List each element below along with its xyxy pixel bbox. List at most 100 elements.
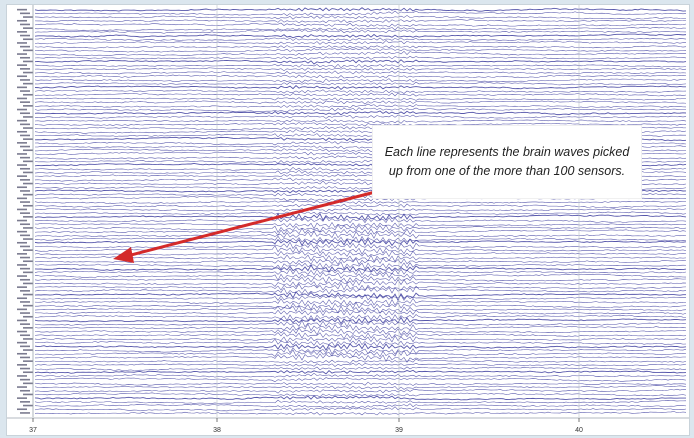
channel-label xyxy=(20,389,30,392)
channel-label xyxy=(23,393,33,396)
channel-label xyxy=(20,101,30,103)
eeg-trace xyxy=(34,89,687,94)
eeg-trace xyxy=(34,332,687,340)
eeg-trace xyxy=(34,250,687,258)
eeg-trace xyxy=(34,323,687,332)
channel-label xyxy=(23,360,33,362)
channel-label xyxy=(17,197,27,200)
x-axis: 37 38 39 40 xyxy=(7,5,689,434)
channel-label xyxy=(23,282,33,285)
eeg-plot: 37 38 39 40 xyxy=(7,5,689,434)
eeg-trace xyxy=(34,297,687,307)
channel-label xyxy=(23,182,33,185)
eeg-trace xyxy=(34,385,687,390)
channel-label xyxy=(20,312,30,314)
eeg-trace xyxy=(34,227,687,236)
eeg-trace xyxy=(34,279,687,288)
channel-label xyxy=(17,253,27,255)
channel-label xyxy=(20,323,30,325)
channel-label xyxy=(17,142,27,144)
eeg-trace xyxy=(34,346,687,355)
eeg-trace xyxy=(34,203,687,208)
channel-label xyxy=(23,249,33,251)
channel-labels xyxy=(17,8,33,414)
eeg-trace xyxy=(34,305,687,314)
eeg-trace xyxy=(34,92,687,97)
channel-label xyxy=(23,371,33,374)
eeg-trace xyxy=(34,37,687,42)
channel-label xyxy=(17,42,27,44)
channel-label xyxy=(17,386,27,388)
x-tick-label: 38 xyxy=(213,427,221,434)
eeg-trace xyxy=(34,119,687,124)
channel-label xyxy=(20,90,30,92)
channel-label xyxy=(23,271,33,274)
channel-label xyxy=(17,31,27,33)
channel-label xyxy=(23,60,33,63)
eeg-trace xyxy=(34,207,687,213)
channel-label xyxy=(17,97,27,100)
channel-label xyxy=(20,12,30,15)
x-tick-label: 39 xyxy=(395,427,403,434)
channel-label xyxy=(23,138,33,140)
channel-label xyxy=(23,315,33,318)
eeg-trace xyxy=(34,392,687,398)
channel-label xyxy=(20,156,30,159)
channel-label xyxy=(17,119,27,122)
eeg-trace xyxy=(34,100,687,105)
channel-label xyxy=(23,149,33,152)
eeg-trace xyxy=(34,230,687,239)
channel-label xyxy=(20,223,30,226)
channel-label xyxy=(17,352,27,355)
eeg-trace xyxy=(34,395,687,401)
eeg-trace xyxy=(34,33,687,39)
channel-label xyxy=(23,193,33,196)
eeg-trace xyxy=(34,70,687,75)
channel-label xyxy=(17,241,27,244)
channel-label xyxy=(23,327,33,329)
eeg-trace xyxy=(34,264,687,273)
channel-label xyxy=(23,27,33,29)
eeg-trace xyxy=(34,107,687,113)
eeg-trace xyxy=(34,319,687,328)
eeg-trace xyxy=(34,245,687,255)
channel-label xyxy=(17,186,27,189)
channel-label xyxy=(23,349,33,351)
channel-label xyxy=(17,330,27,333)
eeg-trace xyxy=(34,85,687,91)
channel-label xyxy=(20,401,30,403)
eeg-trace xyxy=(34,29,687,34)
channel-label xyxy=(23,204,33,207)
eeg-trace xyxy=(34,353,687,363)
eeg-trace xyxy=(34,67,687,72)
eeg-trace xyxy=(34,15,687,20)
eeg-trace xyxy=(34,74,687,79)
channel-label xyxy=(20,345,30,348)
eeg-trace xyxy=(34,406,687,412)
channel-label xyxy=(23,382,33,385)
eeg-trace xyxy=(34,40,687,45)
channel-label xyxy=(20,179,30,181)
channel-label xyxy=(17,19,27,22)
channel-label xyxy=(20,334,30,337)
eeg-trace xyxy=(34,26,687,31)
eeg-trace xyxy=(34,216,687,224)
eeg-trace xyxy=(34,22,687,28)
channel-label xyxy=(23,38,33,41)
x-tick-label: 40 xyxy=(575,427,583,434)
eeg-trace xyxy=(34,314,687,322)
channel-label xyxy=(17,86,27,89)
eeg-trace xyxy=(34,342,687,352)
eeg-trace xyxy=(34,388,687,394)
eeg-trace xyxy=(34,291,687,302)
channel-label xyxy=(17,108,27,111)
channel-label xyxy=(23,127,33,129)
channel-label xyxy=(17,408,27,411)
channel-label xyxy=(23,304,33,307)
eeg-trace xyxy=(34,45,687,49)
channel-label xyxy=(17,341,27,344)
eeg-trace xyxy=(34,81,687,86)
eeg-trace xyxy=(34,97,687,102)
eeg-trace xyxy=(34,254,687,263)
eeg-trace xyxy=(34,309,687,316)
